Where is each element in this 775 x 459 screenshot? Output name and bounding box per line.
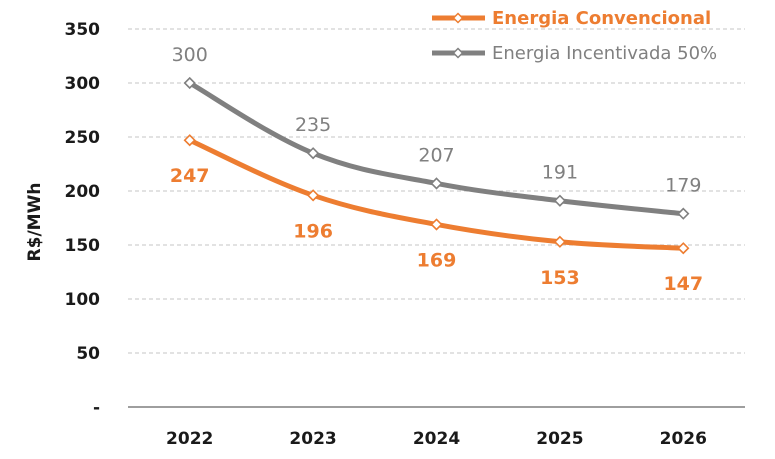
data-point — [183, 76, 196, 90]
data-label: 247 — [170, 165, 210, 187]
x-tick-labels: 2022 2023 2024 2025 2026 — [166, 429, 707, 449]
y-tick-label: 300 — [65, 74, 101, 94]
data-point — [677, 207, 690, 220]
y-tick-label: 350 — [65, 20, 101, 40]
legend: Energia Convencional Energia Incentivada … — [432, 8, 717, 64]
legend-label: Energia Convencional — [492, 8, 711, 29]
data-point — [430, 218, 443, 231]
grid-lines — [128, 28, 745, 354]
legend-marker — [452, 12, 464, 24]
data-label: 207 — [418, 144, 454, 166]
data-point — [553, 235, 567, 248]
data-label: 300 — [172, 44, 208, 66]
x-tick-label: 2022 — [166, 429, 213, 449]
y-tick-label: 250 — [65, 128, 101, 148]
y-tick-label: 100 — [65, 290, 101, 310]
data-label: 147 — [663, 273, 703, 295]
data-point — [183, 134, 196, 147]
data-label: 196 — [293, 220, 333, 242]
y-tick-label: - — [93, 398, 100, 418]
data-point — [553, 194, 567, 207]
x-tick-label: 2026 — [660, 429, 707, 449]
data-label: 179 — [665, 175, 701, 197]
y-tick-label: 150 — [65, 236, 101, 256]
y-axis-label: R$/MWh — [25, 183, 45, 262]
legend-label: Energia Incentivada 50% — [492, 43, 717, 64]
x-tick-label: 2024 — [413, 429, 460, 449]
data-point — [306, 189, 320, 202]
data-label: 153 — [540, 267, 580, 289]
y-tick-labels: - 50 100 150 200 250 300 350 — [65, 20, 101, 418]
x-tick-label: 2025 — [536, 429, 583, 449]
data-point — [677, 242, 690, 255]
data-label: 235 — [295, 114, 331, 136]
legend-marker — [452, 47, 464, 59]
series-group — [183, 76, 690, 255]
y-tick-label: 200 — [65, 182, 101, 202]
data-label: 169 — [417, 249, 457, 271]
data-label: 191 — [542, 162, 578, 184]
data-point — [306, 147, 320, 160]
x-tick-label: 2023 — [289, 429, 336, 449]
data-point — [430, 177, 443, 190]
data-labels: 247 196 169 153 147 300 235 207 191 179 — [170, 44, 703, 295]
y-tick-label: 50 — [76, 344, 100, 364]
